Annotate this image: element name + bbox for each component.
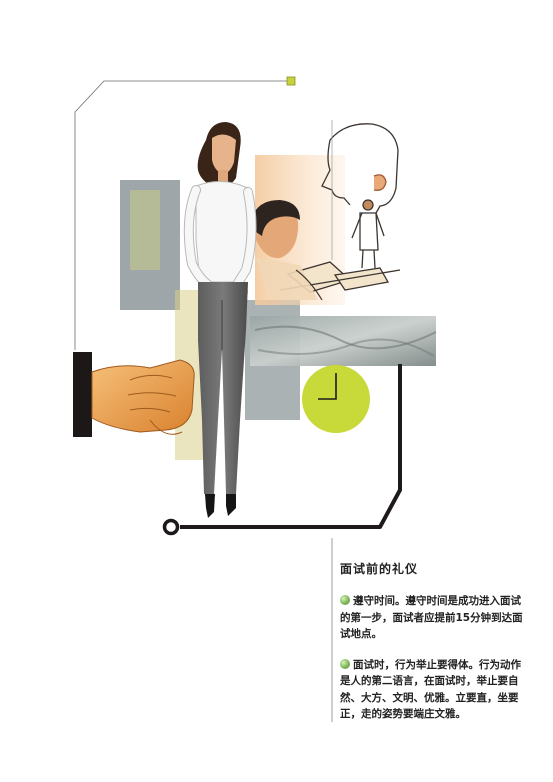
paragraph-text: 遵守时间。遵守时间是成功进入面试的第一步，面试者应提前15分钟到达面试地点。 — [340, 595, 523, 640]
seated-interviewee-illustration — [250, 200, 323, 301]
text-panel: 面试前的礼仪 遵守时间。遵守时间是成功进入面试的第一步，面试者应提前15分钟到达… — [340, 560, 525, 737]
paragraph-behavior: 面试时，行为举止要得体。行为动作是人的第二语言，在面试时，举止要自然、大方、文明… — [340, 657, 525, 723]
paragraph-text: 面试时，行为举止要得体。行为动作是人的第二语言，在面试时，举止要自然、大方、文明… — [340, 658, 521, 721]
bullet-dot-icon — [340, 658, 350, 669]
accent-square — [286, 76, 296, 86]
handshake-illustration — [73, 352, 195, 437]
article-title: 面试前的礼仪 — [340, 562, 419, 576]
businesswoman-illustration — [183, 122, 257, 518]
paragraph-punctuality: 遵守时间。遵守时间是成功进入面试的第一步，面试者应提前15分钟到达面试地点。 — [340, 593, 525, 643]
bullet-dot-icon — [340, 595, 350, 605]
clock-icon — [302, 365, 370, 433]
frame-thick-line — [162, 364, 402, 536]
frame-thin-line — [74, 76, 296, 350]
